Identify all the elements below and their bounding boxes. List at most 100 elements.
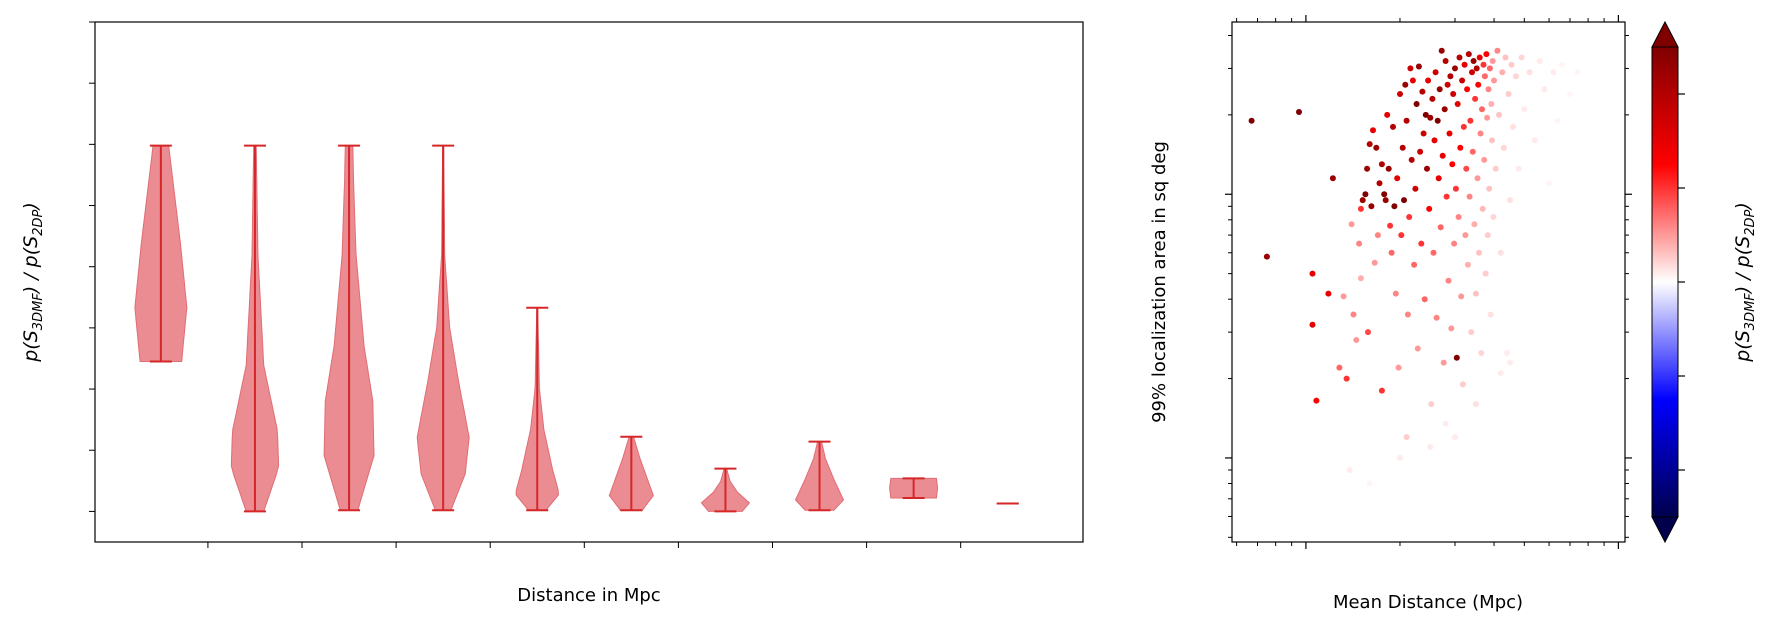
scatter-point — [1507, 197, 1513, 204]
scatter-point — [1409, 77, 1416, 84]
scatter-point — [1426, 205, 1433, 212]
scatter-point — [1521, 106, 1528, 113]
violin-y-label-part: ) — [20, 202, 42, 211]
scatter-point — [1468, 329, 1475, 336]
scatter-point — [1499, 69, 1506, 76]
colorbar-bottom-extension — [1651, 516, 1679, 544]
scatter-point — [1518, 54, 1525, 61]
scatter-point — [1248, 117, 1255, 124]
scatter-point — [1397, 454, 1403, 461]
scatter-point — [1346, 467, 1353, 473]
scatter-point — [1263, 253, 1270, 260]
scatter-point — [1309, 321, 1316, 328]
scatter-point — [1443, 193, 1450, 200]
scatter-ticks — [1225, 15, 1632, 549]
scatter-point — [1492, 165, 1499, 172]
scatter-point — [1510, 123, 1516, 130]
scatter-point — [1414, 345, 1421, 352]
scatter-point — [1415, 63, 1422, 70]
scatter-point — [1417, 148, 1424, 155]
scatter-point — [1479, 106, 1485, 113]
scatter-point — [1481, 73, 1488, 80]
colorbar-ticks — [1678, 93, 1685, 471]
scatter-point — [1412, 185, 1419, 192]
scatter-point — [1459, 77, 1466, 84]
scatter-point — [1469, 148, 1476, 155]
violin-plot-frame — [94, 21, 1084, 543]
scatter-point — [1536, 58, 1543, 64]
scatter-point — [1365, 329, 1371, 336]
scatter-point — [1512, 73, 1519, 80]
scatter-point — [1398, 232, 1405, 239]
scatter-point — [1456, 54, 1463, 61]
scatter-point — [1490, 214, 1497, 220]
scatter-point — [1474, 175, 1481, 182]
scatter-point — [1471, 221, 1478, 228]
scatter-point — [1448, 325, 1455, 332]
scatter-point — [1559, 61, 1565, 68]
scatter-point — [1472, 401, 1479, 408]
scatter-point — [1478, 350, 1485, 356]
scatter-point — [1385, 165, 1392, 172]
scatter-point — [1359, 197, 1366, 204]
scatter-point — [1454, 101, 1461, 107]
scatter-point — [1371, 259, 1378, 266]
scatter-point — [1451, 240, 1458, 247]
scatter-point — [1340, 293, 1347, 300]
scatter-point — [1296, 109, 1302, 115]
colorbar-label-part: ) — [1732, 202, 1754, 211]
scatter-point — [1486, 65, 1493, 72]
scatter-point — [1437, 224, 1444, 231]
scatter-point — [1325, 290, 1332, 297]
scatter-point — [1378, 161, 1385, 168]
scatter-point — [1447, 73, 1454, 80]
scatter-point — [1442, 420, 1449, 427]
scatter-point — [1399, 144, 1406, 151]
scatter-point — [1374, 232, 1381, 239]
scatter-point — [1343, 375, 1350, 382]
scatter-point — [1432, 69, 1439, 76]
scatter-point — [1444, 81, 1451, 88]
scatter-point — [1370, 127, 1376, 134]
scatter-point — [1500, 144, 1507, 151]
scatter-point — [1313, 397, 1320, 404]
colorbar-label-part: p(S — [1732, 330, 1754, 363]
violin-x-axis-label: Distance in Mpc — [517, 585, 660, 606]
violin-x-ticks — [207, 542, 962, 548]
violin-y-label-sub: 3DMF — [31, 293, 46, 330]
violin-y-label-part: ) / p(S — [20, 236, 42, 295]
scatter-point — [1388, 249, 1395, 256]
scatter-point — [1574, 69, 1581, 76]
scatter-point — [1470, 58, 1477, 64]
scatter-y-axis-label: 99% localization area in sq deg — [1149, 141, 1170, 423]
scatter-point — [1484, 232, 1491, 239]
scatter-point — [1350, 311, 1357, 318]
scatter-point — [1368, 203, 1375, 210]
scatter-point — [1455, 214, 1462, 220]
colorbar-label: p(S3DMF) / p(S2DP) — [1732, 202, 1758, 363]
scatter-point — [1364, 165, 1371, 172]
scatter-point — [1477, 130, 1484, 137]
scatter-point — [1450, 91, 1457, 97]
scatter-point — [1594, 81, 1601, 88]
violin-y-label-part: p(S — [20, 330, 42, 363]
scatter-point — [1422, 111, 1429, 118]
scatter-point — [1487, 311, 1494, 318]
scatter-chart: Mean Distance (Mpc) 99% localization are… — [1149, 15, 1632, 613]
scatter-point — [1407, 65, 1414, 72]
scatter-point — [1507, 359, 1513, 366]
scatter-point — [1480, 61, 1487, 68]
scatter-point — [1459, 381, 1466, 388]
scatter-point — [1452, 65, 1458, 72]
colorbar: p(S3DMF) / p(S2DP) — [1651, 20, 1758, 544]
scatter-point — [1488, 101, 1495, 107]
colorbar-label-part: ) / p(S — [1732, 236, 1754, 295]
scatter-point — [1481, 156, 1488, 163]
scatter-point — [1381, 191, 1388, 198]
scatter-point — [1438, 47, 1445, 54]
violin-y-label-sub: 2DP — [31, 210, 46, 236]
scatter-point — [1554, 117, 1561, 124]
scatter-plot-frame — [1231, 21, 1626, 543]
scatter-point — [1428, 401, 1435, 408]
